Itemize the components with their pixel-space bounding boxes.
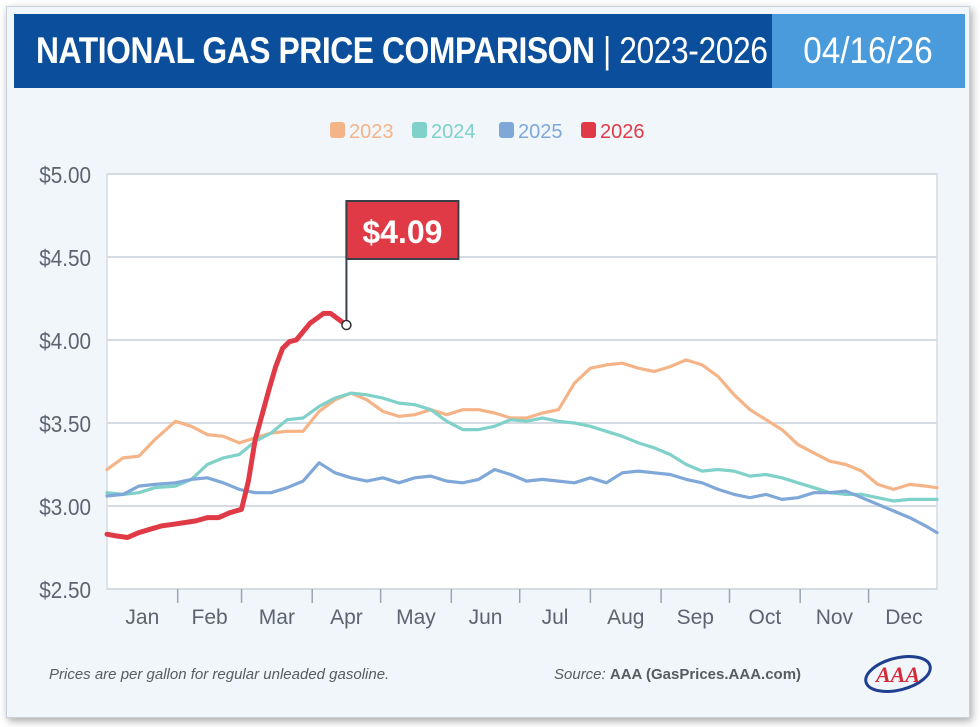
title-separator: |	[594, 30, 620, 71]
x-tick-label: Jun	[469, 606, 503, 629]
source-value: AAA (GasPrices.AAA.com)	[609, 666, 802, 683]
x-tick-label: Feb	[192, 606, 228, 629]
x-tick-label: Aug	[607, 606, 644, 629]
legend-swatch	[499, 122, 514, 138]
header-date-box: 04/16/26	[772, 14, 965, 88]
x-tick-label: Jul	[542, 606, 569, 629]
y-tick-label: $3.00	[39, 494, 91, 520]
header-title-bar: NATIONAL GAS PRICE COMPARISON | 2023-202…	[14, 14, 772, 88]
x-tick-label: Apr	[330, 606, 363, 629]
aaa-logo-text: AAA	[874, 662, 920, 687]
report-date: 04/16/26	[803, 30, 934, 71]
callout-label: $4.09	[362, 214, 442, 250]
title-years: 2023-2026	[619, 30, 768, 71]
legend-label: 2025	[518, 121, 563, 143]
legend-label: 2023	[349, 121, 394, 143]
y-tick-label: $4.00	[39, 328, 91, 354]
footnote: Prices are per gallon for regular unlead…	[49, 666, 390, 683]
legend-swatch	[581, 122, 596, 138]
source-label: Source:	[554, 666, 610, 683]
callout-box	[345, 200, 460, 260]
y-tick-label: $3.50	[39, 411, 91, 437]
legend-swatch	[412, 122, 427, 138]
x-tick-label: Mar	[259, 606, 295, 629]
series-line-2025	[105, 461, 939, 535]
legend-label: 2026	[600, 121, 645, 143]
y-tick-label: $2.50	[39, 577, 91, 603]
plot-area	[106, 173, 938, 590]
legend-label: 2024	[431, 121, 476, 143]
title-main: NATIONAL GAS PRICE COMPARISON	[36, 30, 595, 71]
aaa-logo-icon: AAA	[864, 655, 932, 693]
x-tick-label: Jan	[125, 606, 159, 629]
x-tick-label: Oct	[749, 606, 782, 629]
x-tick-label: Sep	[677, 606, 714, 629]
source-credit: Source: AAA (GasPrices.AAA.com)	[554, 666, 801, 683]
x-tick-label: May	[396, 606, 436, 629]
y-tick-label: $5.00	[39, 162, 91, 188]
series-line-2024	[105, 391, 939, 503]
legend-swatch	[330, 122, 345, 138]
page-title: NATIONAL GAS PRICE COMPARISON | 2023-202…	[36, 30, 768, 72]
callout-point	[341, 319, 352, 331]
series-line-2026	[104, 310, 349, 540]
series-line-2023	[105, 358, 939, 491]
x-tick-label: Dec	[885, 606, 922, 629]
x-tick-label: Nov	[816, 606, 854, 629]
y-tick-label: $4.50	[39, 245, 91, 271]
